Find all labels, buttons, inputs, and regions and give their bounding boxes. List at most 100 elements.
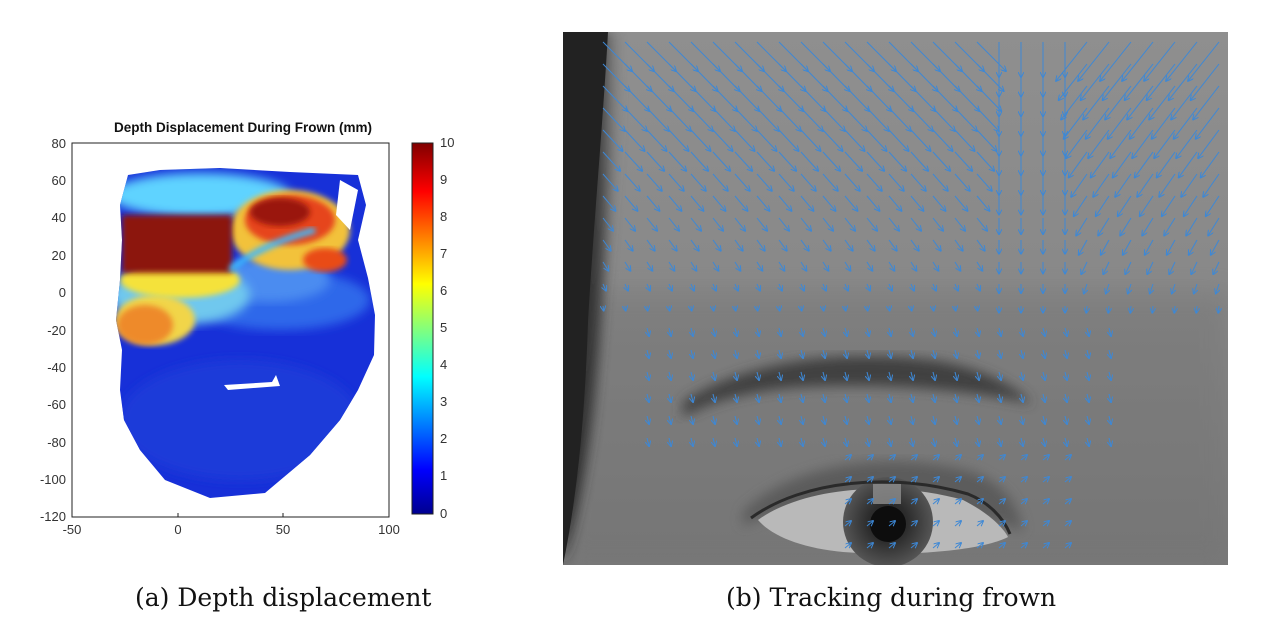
tracking-arrow [910, 239, 919, 251]
tracking-arrow [602, 173, 618, 191]
tracking-arrow [734, 217, 745, 231]
tracking-arrow [1122, 41, 1154, 81]
tracking-arrow [1198, 129, 1220, 158]
tracking-arrow [845, 327, 847, 336]
tracking-arrow [911, 327, 913, 336]
tracking-arrow [1159, 173, 1176, 197]
tracking-arrow [602, 151, 620, 171]
tracking-arrow [954, 107, 977, 131]
tracking-arrow [844, 261, 850, 271]
tracking-arrow [735, 371, 737, 380]
tracking-arrow [888, 129, 909, 151]
tracking-arrow [866, 107, 889, 131]
tracking-arrow [845, 371, 847, 380]
colorbar-tick-labels: 10 9 8 7 6 5 4 3 2 1 0 [440, 135, 454, 521]
tracking-arrow [712, 173, 728, 191]
tracking-arrow [954, 129, 975, 151]
tracking-arrow [1196, 305, 1197, 313]
tracking-arrow [954, 151, 972, 171]
tracking-arrow [888, 151, 906, 171]
tracking-arrow [1132, 129, 1154, 158]
tracking-arrow [844, 151, 862, 171]
tracking-arrow [800, 261, 806, 271]
tracking-arrow [866, 195, 879, 211]
tracking-arrow [976, 499, 983, 504]
tracking-arrow [867, 437, 869, 446]
tracking-arrow [757, 349, 759, 358]
tracking-arrow [603, 306, 604, 311]
tracking-arrow [999, 393, 1001, 402]
x-tick: -50 [63, 522, 82, 537]
tracking-arrow [778, 85, 803, 111]
tracking-arrow [867, 349, 869, 358]
y-tick: -40 [47, 360, 66, 375]
tracking-arrow [647, 283, 650, 291]
colorbar-tick: 7 [440, 246, 447, 261]
tracking-arrow [976, 151, 994, 171]
tracking-arrow [690, 151, 708, 171]
tracking-arrow [757, 306, 758, 311]
tracking-arrow [844, 129, 865, 151]
tracking-arrow [1181, 173, 1198, 197]
tracking-arrow [1086, 305, 1087, 313]
tracking-arrow [1184, 195, 1198, 216]
tracking-arrow [932, 173, 948, 191]
tracking-arrow [1127, 85, 1154, 119]
tracking-arrow [910, 85, 935, 111]
tracking-arrow [779, 393, 781, 402]
tracking-arrow [778, 195, 791, 211]
tracking-arrow [1108, 305, 1109, 313]
tracking-arrow [691, 349, 693, 358]
tracking-arrow [888, 239, 897, 251]
tracking-arrow [910, 195, 923, 211]
tracking-arrow [998, 455, 1005, 460]
tracking-arrow [1066, 129, 1088, 158]
tracking-arrow [779, 437, 781, 446]
tracking-arrow [1172, 283, 1175, 293]
tracking-arrow [646, 107, 669, 131]
tracking-arrow [1171, 85, 1198, 119]
tracking-arrow [800, 173, 816, 191]
tracking-arrow [1043, 393, 1045, 402]
tracking-arrow [735, 327, 737, 336]
tracking-arrow [669, 306, 670, 311]
tracking-arrow [954, 543, 961, 548]
tracking-arrow [1109, 371, 1111, 380]
tracking-arrow [976, 239, 985, 251]
tracking-arrow [1164, 217, 1176, 235]
tracking-arrow [668, 173, 684, 191]
tracking-arrow [1176, 129, 1198, 158]
tracking-arrow [954, 499, 961, 504]
tracking-arrow [822, 85, 847, 111]
tracking-arrow [669, 349, 671, 358]
tracking-arrow [1020, 455, 1027, 460]
tracking-arrow [691, 283, 694, 291]
tracking-arrow [823, 327, 825, 336]
tracking-arrow [822, 217, 833, 231]
tracking-arrow [1087, 393, 1089, 402]
pupil [870, 506, 906, 542]
tracking-arrow [866, 129, 887, 151]
tracking-arrow [756, 151, 774, 171]
tracking-arrow [734, 173, 750, 191]
tracking-arrow [889, 415, 891, 424]
tracking-arrow [1154, 129, 1176, 158]
tracking-arrow [800, 129, 821, 151]
tracking-arrow [1152, 305, 1153, 313]
y-tick: 60 [52, 173, 66, 188]
tracking-arrow [624, 151, 642, 171]
tracking-arrow [955, 437, 957, 446]
tracking-arrow [756, 129, 777, 151]
tracking-arrow [889, 283, 892, 291]
tracking-arrow [1113, 151, 1132, 177]
tracking-arrow [734, 195, 747, 211]
colorbar-tick: 4 [440, 357, 447, 372]
tracking-arrow [888, 521, 895, 526]
tracking-arrow [933, 437, 935, 446]
tracking-arrow [646, 239, 655, 251]
tracking-arrow [778, 151, 796, 171]
y-tick: 80 [52, 136, 66, 151]
tracking-arrow [757, 437, 759, 446]
tracking-arrow [866, 85, 891, 111]
tracking-arrow [1079, 239, 1088, 255]
